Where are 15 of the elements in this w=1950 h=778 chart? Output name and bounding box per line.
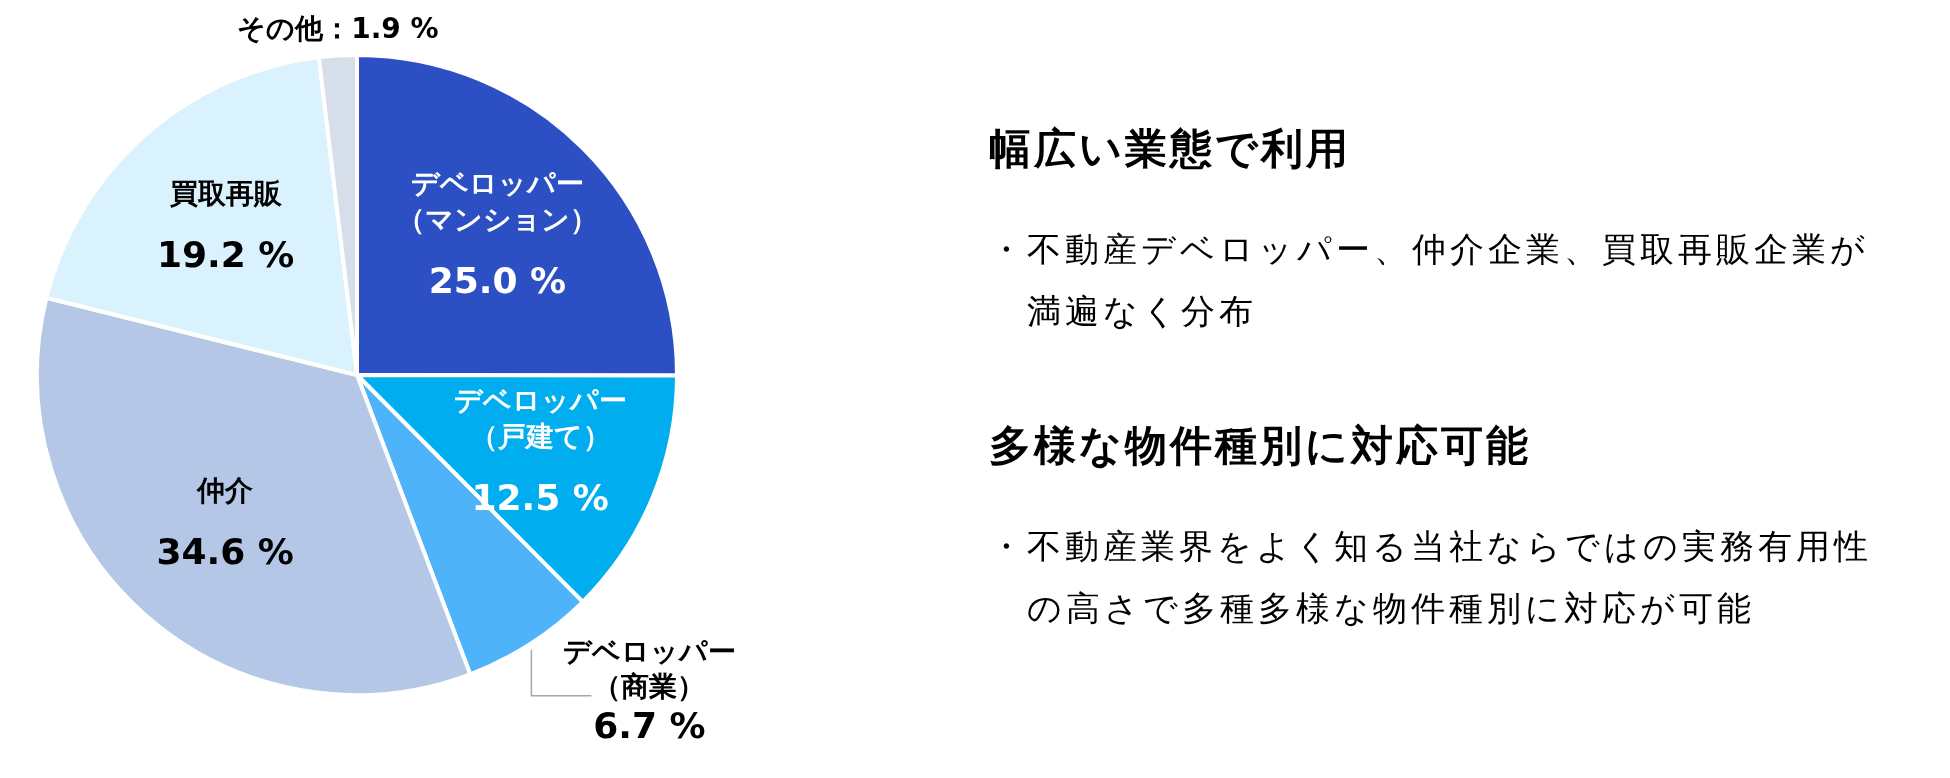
data-label: 19.2 % <box>156 233 295 275</box>
text: ・不動産業界をよく知る当社ならではの実務有用性の高さで多種多様な物件種別に対応が可能 <box>989 525 1873 630</box>
slice-label: デベロッパー（マンション） <box>396 167 598 237</box>
slice-label: 買取再販 <box>169 176 283 210</box>
data-label: 12.5 % <box>471 476 609 518</box>
slice-label: 仲介 <box>196 473 254 507</box>
text: 多様な物件種別に対応可能 <box>989 421 1532 470</box>
text: ・不動産デベロッパー、仲介企業、買取再販企業が満遍なく分布 <box>989 228 1870 333</box>
slice-label: デベロッパー（戸建て） <box>453 383 627 453</box>
slice-label: その他：1.9 % <box>237 12 439 46</box>
slice-label: デベロッパー（商業） <box>562 634 736 703</box>
data-label: 34.6 % <box>156 530 294 572</box>
text: 幅広い業態で利用 <box>989 124 1352 173</box>
data-label: 6.7 % <box>593 705 706 747</box>
data-label: 25.0 % <box>428 260 567 302</box>
